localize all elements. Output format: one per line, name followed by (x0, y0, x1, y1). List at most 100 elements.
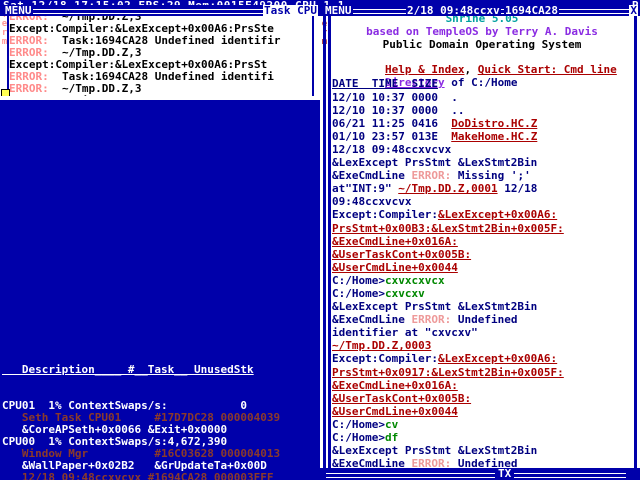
right-window-titlebar[interactable]: MENU 2/18 09:48ccxv 1694CA28 X (320, 5, 640, 17)
vlabel-char: m (1, 37, 8, 47)
task-cpu-row[interactable]: 12/18 09:48ccxvcvx #1694CA28 000003FFF (2, 471, 274, 480)
transcript-line: PrsStmt+0x0917:&LexStmt2Bin+0x005F: (332, 365, 632, 380)
directory-entry[interactable]: 12/10 10:37 0000 . (332, 90, 632, 105)
transcript-line: Except:Compiler:&LexExcept+0x00A6: (332, 209, 632, 222)
right-window-border-b (328, 11, 331, 480)
quick-start-link[interactable]: Quick Start: Cmd line (477, 63, 617, 77)
entry-meta: 01/10 23:57 013E (332, 129, 452, 143)
transcript-text: &LexExcept PrsStmt &LexStmt2Bin (332, 444, 538, 458)
transcript-text: &ExeCmdLine (332, 313, 412, 327)
transcript-line: C:/Home>cxvcxv (332, 286, 632, 301)
transcript-text: Undefined (451, 313, 518, 327)
left-window-border (7, 11, 9, 100)
directory-heading: Directory of C:/Home (332, 65, 632, 89)
task-cpu-window[interactable]: Description____ #__Task__ UnusedStk CPU0… (0, 340, 320, 480)
left-terminal-line: ERROR: ~/Tmp.DD.Z,3 (9, 11, 311, 23)
transcript-line: C:/Home>df (332, 432, 632, 445)
vlabel-char: e (1, 19, 8, 29)
transcript-text: &LexExcept PrsStmt &LexStmt2Bin (332, 156, 538, 170)
right-window-border-right (634, 11, 637, 480)
transcript-line: &LexExcept PrsStmt &LexStmt2Bin (332, 445, 632, 458)
transcript-line: &ExeCmdLine ERROR: Missing ';' (332, 170, 632, 183)
shell-prompt: C:/Home> (332, 417, 385, 431)
line-text: ~/Tmp.DD.Z,3 (48, 11, 142, 23)
task-cpu-row[interactable]: Window Mgr #16C03628 000004013 (2, 447, 281, 460)
directory-label[interactable]: Directory (384, 76, 445, 90)
directory-entry[interactable]: 12/10 10:37 0000 .. (332, 103, 632, 118)
left-window-titlebar[interactable]: MENU Task CPU (0, 5, 320, 17)
transcript-line: &LexExcept PrsStmt &LexStmt2Bin (332, 301, 632, 314)
right-terminal-window[interactable]: T e r m Shrine 5.05 based on TempleOS by… (320, 11, 640, 480)
right-window-border-a (323, 11, 326, 480)
file-link[interactable]: ~/Tmp.DD.Z,0003 (332, 339, 432, 353)
task-cpu-rows: CPU01 1% ContextSwaps/s: 0 Seth Task CPU… (0, 400, 320, 480)
entry-name[interactable]: .. (451, 103, 465, 117)
stack-trace-link[interactable]: PrsStmt+0x0917:&LexStmt2Bin+0x005F: (332, 365, 564, 379)
line-label: ERROR: (9, 34, 49, 47)
help-index-link[interactable]: Help & Index (384, 63, 465, 77)
transcript-line: Except:Compiler:&LexExcept+0x00A6: (332, 353, 632, 366)
entry-name[interactable]: . (451, 90, 458, 104)
file-link[interactable]: ~/Tmp.DD.Z,0001 (398, 182, 498, 196)
transcript-line: &UserCmdLine+0x0044 (332, 260, 632, 275)
directory-entry[interactable]: 01/10 23:57 013E MakeHome.HC.Z (332, 129, 632, 144)
left-window-bottom-edge (0, 96, 320, 102)
left-terminal-line: ERROR: ~/Tmp.DD.Z,3 (9, 47, 311, 59)
directory-entry[interactable]: 06/21 11:25 0416 DoDistro.HC.Z (332, 116, 632, 131)
line-text: Task:1694CA28 Undefined identifi (48, 70, 274, 83)
stack-trace-link[interactable]: &ExeCmdLine+0x016A: (332, 378, 458, 392)
task-cpu-row[interactable]: &WallPaper+0x02B2 &GrUpdateTa+0x00D (2, 459, 267, 472)
transcript-line: 12/18 09:48ccxvcvx (332, 142, 632, 157)
line-text: ~/Tmp.DD.Z,3 (48, 82, 142, 95)
left-menu-button[interactable]: MENU (4, 5, 33, 16)
right-window-bottom-bar: TX (320, 468, 640, 480)
transcript-line: C:/Home>cxvxcxvcx (332, 273, 632, 288)
line-label: Except: (9, 58, 56, 71)
transcript-text: Except:Compiler: (332, 352, 438, 366)
stack-trace-link[interactable]: &UserCmdLine+0x0044 (332, 260, 458, 274)
transcript-line: &ExeCmdLine+0x016A: (332, 378, 632, 393)
stack-trace-link[interactable]: PrsStmt+0x00B3:&LexStmt2Bin+0x005F: (332, 221, 564, 235)
transcript-text: 12/18 09:48ccxvcvx (332, 142, 452, 156)
task-cpu-row[interactable]: CPU01 1% ContextSwaps/s: 0 (2, 399, 248, 412)
stack-trace-link[interactable]: &LexExcept+0x00A6: (437, 208, 558, 222)
left-terminal-window[interactable]: T e r m ERROR: ~/Tmp.DD.Z,3Except:Compil… (0, 11, 320, 100)
terminal-transcript: 12/18 09:48ccxvcvx &LexExcept PrsStmt &Le… (332, 142, 632, 480)
transcript-line: &ExeCmdLine ERROR: Undefined (332, 458, 632, 471)
tx-label: TX (495, 468, 515, 480)
left-terminal-line: ERROR: Task:1694CA28 Undefined identifir (9, 35, 311, 47)
stack-trace-link[interactable]: &UserCmdLine+0x0044 (332, 404, 458, 418)
left-terminal-line: Except:Compiler:&LexExcept+0x00A6:PrsSt (9, 59, 311, 71)
directory-entries: 12/10 10:37 0000 . 12/10 10:37 0000 .. 06/… (332, 90, 632, 144)
error-label: ERROR: (411, 457, 452, 471)
shell-prompt: C:/Home> (332, 273, 385, 287)
transcript-line: at"INT:9" ~/Tmp.DD.Z,0001 12/18 (332, 183, 632, 196)
entry-meta: 06/21 11:25 0416 (332, 116, 452, 130)
directory-columns: DATE TIME SIZE (332, 77, 438, 91)
entry-name[interactable]: MakeHome.HC.Z (451, 129, 538, 143)
shell-prompt: C:/Home> (332, 286, 385, 300)
task-cpu-row[interactable]: CPU00 1% ContextSwaps/s:4,672,390 (2, 435, 228, 448)
stack-trace-link[interactable]: &UserTaskCont+0x005B: (332, 391, 472, 405)
line-label: ERROR: (9, 82, 49, 95)
entry-name[interactable]: DoDistro.HC.Z (451, 116, 538, 130)
line-label: Except: (9, 22, 56, 35)
entry-meta: 12/10 10:37 0000 (332, 90, 452, 104)
task-cpu-row[interactable]: &CoreAPSeth+0x0066 &Exit+0x0000 (2, 423, 228, 436)
stack-trace-link[interactable]: &LexExcept+0x00A6: (437, 352, 558, 366)
right-menu-button[interactable]: MENU (324, 5, 353, 16)
stack-trace-link[interactable]: &ExeCmdLine+0x016A: (332, 234, 458, 248)
stack-trace-link[interactable]: &UserTaskCont+0x005B: (332, 247, 472, 261)
left-terminal-line: ERROR: Task:1694CA28 Undefined identifi (9, 71, 311, 83)
entry-meta: 12/10 10:37 0000 (332, 103, 452, 117)
left-task-cpu-label[interactable]: Task CPU (263, 5, 318, 16)
line-label: ERROR: (9, 11, 49, 23)
right-title-task-id: 1694CA28 (504, 5, 559, 16)
right-window-close-icon[interactable]: X (629, 5, 638, 16)
transcript-text: identifier at "cxvcxv" (332, 326, 478, 340)
transcript-text: &ExeCmdLine (332, 169, 412, 183)
line-text: Compiler:&LexExcept+0x00A6:PrsSt (55, 58, 268, 71)
transcript-line: &UserTaskCont+0x005B: (332, 247, 632, 262)
task-cpu-row[interactable]: Seth Task CPU01 #17D7DC28 000004039 (2, 411, 281, 424)
